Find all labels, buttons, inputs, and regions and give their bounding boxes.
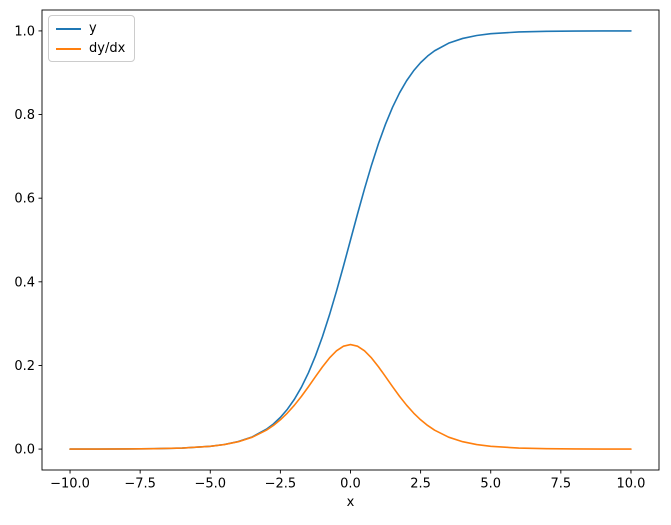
y-tick-label: 0.8 [14,108,35,123]
y-tick-label: 0.0 [14,443,35,458]
legend-entry: y [56,21,125,36]
y-tick-label: 0.4 [14,275,35,290]
legend: y dy/dx [48,15,136,62]
legend-label: dy/dx [89,41,126,56]
x-tick-label: 5.0 [480,477,501,492]
x-tick-label: 0.0 [340,477,361,492]
legend-label: y [89,21,97,36]
series-line-dy-dx [69,343,632,450]
x-tick-label: 2.5 [410,477,431,492]
legend-line-sample [56,47,81,50]
legend-entry: dy/dx [56,41,125,56]
x-axis-label: x [346,495,355,510]
y-tick-label: 1.0 [14,24,35,39]
x-tick-label: −10.0 [50,477,90,492]
x-tick-label: −5.0 [194,477,226,492]
y-tick-label: 0.6 [14,192,35,207]
x-tick-label: −7.5 [124,477,156,492]
x-tick-label: 7.5 [550,477,571,492]
legend-line-sample [56,27,81,30]
x-tick-label: 10.0 [616,477,645,492]
x-tick-label: −2.5 [265,477,297,492]
y-tick-label: 0.2 [14,359,35,374]
